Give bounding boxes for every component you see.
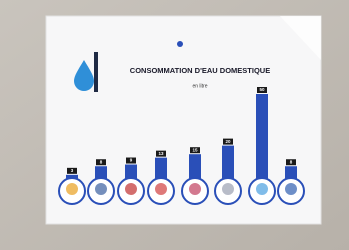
- chart-title: CONSOMMATION D'EAU DOMESTIQUE: [130, 66, 270, 75]
- icon-art: [189, 183, 201, 195]
- icon-art: [95, 183, 107, 195]
- value-label: 15: [192, 147, 198, 152]
- icon-art: [125, 183, 137, 195]
- bar: [256, 94, 268, 180]
- value-label: 13: [158, 151, 164, 156]
- icon-art: [256, 183, 268, 195]
- photo: CONSOMMATION D'EAU DOMESTIQUE en litre 3…: [0, 0, 349, 250]
- chart-subtitle: en litre: [192, 83, 207, 89]
- bar: [222, 146, 234, 180]
- value-label: 20: [225, 139, 231, 144]
- bar: [189, 154, 201, 180]
- icon-art: [285, 183, 297, 195]
- icon-art: [155, 183, 167, 195]
- icon-art: [222, 183, 234, 195]
- value-label: 50: [259, 87, 265, 92]
- icon-art: [66, 183, 78, 195]
- logo: [177, 41, 183, 47]
- bar: [155, 158, 167, 180]
